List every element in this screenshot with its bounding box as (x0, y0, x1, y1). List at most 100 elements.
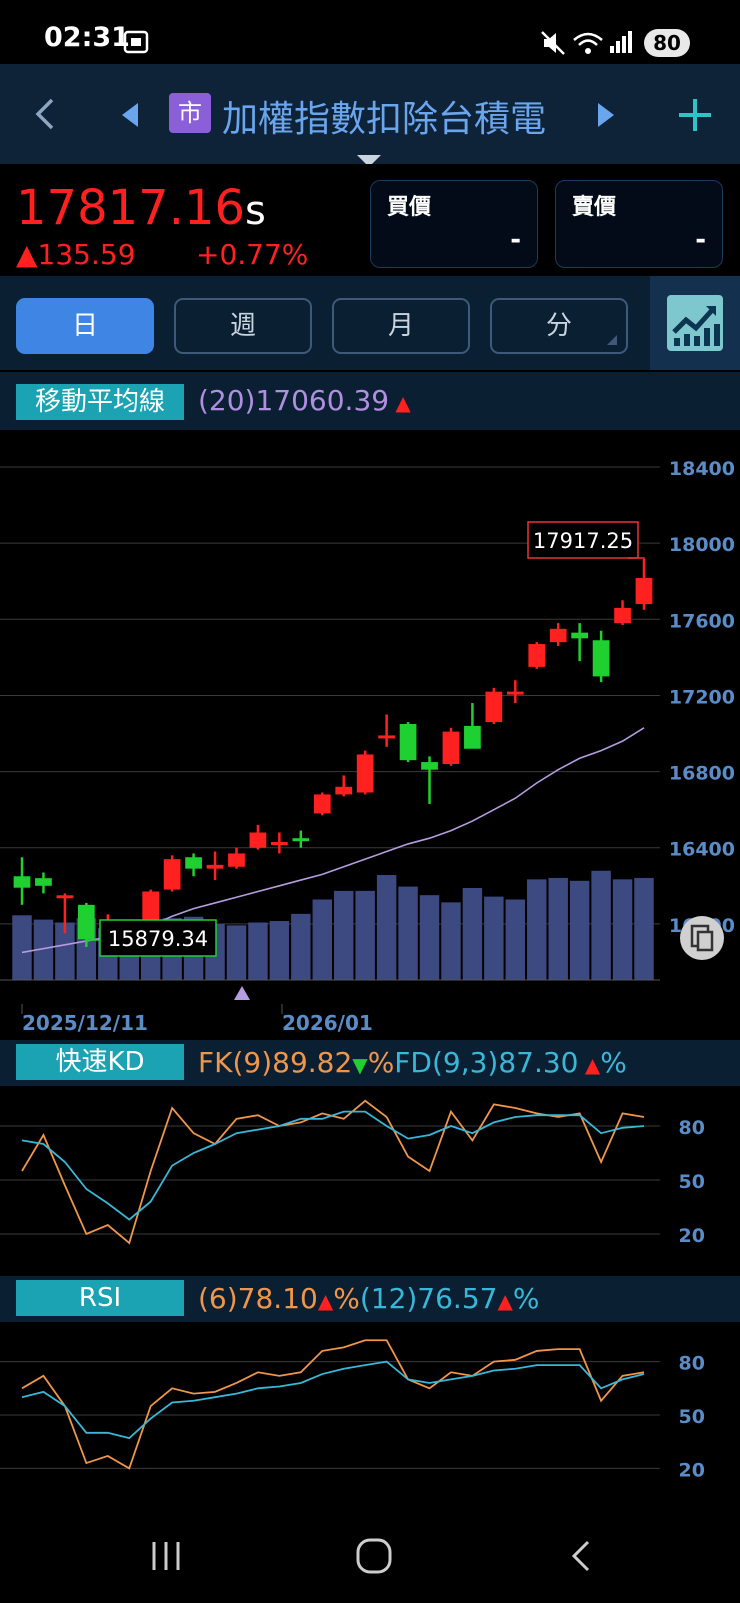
down-triangle-icon: ▼ (352, 1053, 368, 1077)
volume-bar (441, 902, 461, 980)
fk-unit: % (367, 1046, 395, 1079)
candle-body (614, 607, 631, 624)
candle-body (13, 876, 31, 888)
candle-body (399, 724, 417, 761)
volume-bar (612, 879, 633, 980)
back-icon[interactable] (30, 96, 58, 132)
volume-bar (591, 870, 611, 980)
y-tick-label: 80 (679, 1117, 705, 1139)
bid-value: - (510, 225, 521, 255)
price-change: ▲135.59 (16, 238, 136, 271)
dropdown-icon[interactable] (356, 154, 382, 168)
candle-body (206, 864, 224, 869)
volume-bar (569, 880, 590, 980)
rsi6-value: (6)78.10 (198, 1282, 318, 1315)
mute-icon (541, 31, 565, 55)
y-tick-label: 16800 (669, 763, 735, 785)
copy-icon (696, 930, 714, 952)
candle-body (249, 832, 267, 848)
up-triangle-icon: ▲ (578, 1053, 601, 1077)
chart-trend-icon (667, 295, 723, 351)
low-label: 15879.34 (108, 927, 208, 951)
tab-month[interactable]: 月 (332, 298, 470, 354)
volume-bar (462, 888, 483, 980)
kd-label[interactable]: 快速KD (16, 1044, 184, 1080)
wifi-icon (573, 32, 603, 54)
y-tick-label: 17600 (669, 610, 735, 632)
up-triangle-icon: ▲ (497, 1289, 513, 1313)
candle-body (271, 842, 288, 846)
bid-box[interactable]: 買價 - (370, 180, 538, 268)
volume-bar (505, 899, 526, 980)
candle-body (549, 628, 567, 643)
x-tick-label: 2026/01 (282, 1011, 373, 1035)
recent-apps-icon[interactable] (148, 1538, 184, 1574)
price-change-value: 135.59 (37, 238, 136, 271)
home-icon[interactable] (354, 1536, 394, 1576)
last-price-value: 17817.16 (16, 180, 246, 236)
tab-minute[interactable]: 分 (490, 298, 628, 354)
ma-value: (20)17060.39 ▲ (198, 384, 411, 417)
volume-bar (355, 890, 375, 980)
series-line-fast (21, 1339, 645, 1470)
volume-bar (291, 913, 311, 980)
rsi12-value: (12)76.57 (359, 1282, 498, 1315)
battery-indicator: 80 (644, 29, 690, 57)
volume-bar (33, 919, 54, 980)
ask-box[interactable]: 賣價 - (555, 180, 723, 268)
tab-day[interactable]: 日 (16, 298, 154, 354)
rsi-values: (6)78.10▲%(12)76.57▲% (198, 1282, 539, 1315)
high-label: 17917.25 (533, 529, 633, 553)
y-tick-label: 80 (679, 1353, 705, 1375)
volume-bar (634, 877, 654, 980)
page-title[interactable]: 加權指數扣除台積電 (222, 99, 547, 140)
high-label-leader (628, 557, 645, 559)
low-label-leader (85, 939, 100, 947)
y-tick-label: 20 (679, 1225, 705, 1247)
candle-body (378, 735, 395, 739)
y-tick-label: 50 (679, 1406, 705, 1428)
tab-minute-label: 分 (545, 311, 572, 341)
system-nav-bar (0, 1508, 740, 1603)
y-tick-label: 20 (679, 1459, 705, 1481)
candle-body (292, 838, 310, 842)
candle-body (528, 644, 546, 667)
y-tick-label: 16400 (669, 839, 735, 861)
volume-bar (419, 895, 440, 980)
candle-body (228, 853, 245, 867)
y-tick-label: 18400 (669, 458, 735, 480)
y-tick-label: 18000 (669, 534, 735, 556)
candle-body (506, 691, 524, 695)
candle-body (163, 859, 181, 890)
candle-body (77, 904, 95, 940)
screenshot-icon (123, 30, 149, 54)
candle-body (356, 754, 374, 793)
x-tick-label: 2025/12/11 (22, 1011, 148, 1035)
prev-symbol-icon[interactable] (118, 100, 140, 130)
ma-label[interactable]: 移動平均線 (16, 384, 184, 420)
series-line-slow (21, 1110, 645, 1221)
volume-bar (548, 877, 568, 980)
tab-week[interactable]: 週 (174, 298, 312, 354)
rsi-chart: 80 50 20 (0, 1339, 705, 1481)
volume-bar (334, 890, 354, 980)
candle-body (313, 794, 331, 814)
event-marker-icon (234, 986, 250, 1000)
volume-bar (398, 886, 418, 980)
candle-body (485, 691, 503, 723)
candle-body (185, 857, 202, 869)
add-icon[interactable] (676, 96, 714, 134)
ask-label: 賣價 (572, 195, 617, 220)
rsi12-unit: % (512, 1282, 540, 1315)
status-time: 02:31 (44, 22, 130, 53)
candlestick-chart[interactable]: 1840018000176001720016800164001600017917… (0, 430, 740, 1038)
candle-body (592, 640, 610, 677)
system-back-icon[interactable] (566, 1538, 596, 1574)
up-triangle-icon: ▲ (317, 1289, 334, 1313)
rsi-label[interactable]: RSI (16, 1280, 184, 1316)
next-symbol-icon[interactable] (596, 100, 618, 130)
volume-bar (269, 921, 290, 980)
volume-bar (484, 896, 504, 980)
candle-body (464, 725, 481, 749)
candle-body (442, 731, 460, 764)
